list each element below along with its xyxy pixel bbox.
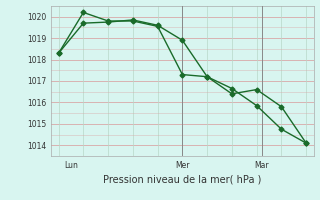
X-axis label: Pression niveau de la mer( hPa ): Pression niveau de la mer( hPa ) [103, 174, 261, 184]
